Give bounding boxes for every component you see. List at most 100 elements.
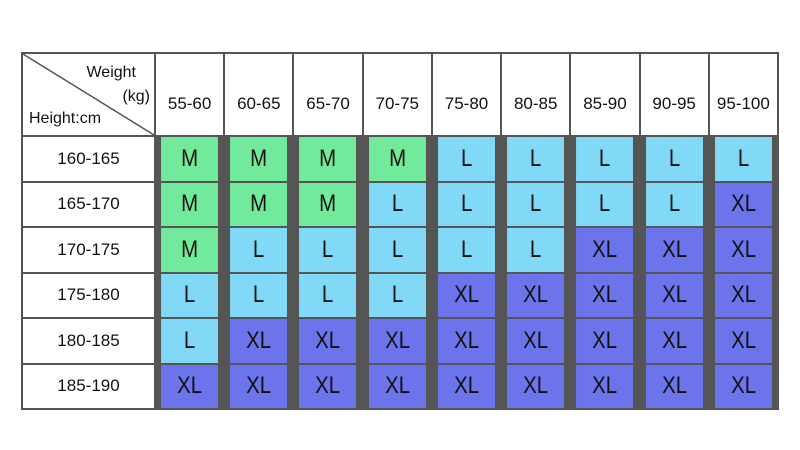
column-header-text: 55-60 [167, 93, 212, 113]
size-cell: L [645, 182, 703, 226]
size-cell-text: L [530, 235, 542, 263]
size-cell: M [368, 137, 426, 181]
size-cell: XL [437, 319, 496, 363]
size-cell-text: M [181, 235, 199, 263]
size-cell: XL [437, 273, 496, 317]
column-header: 55-60 [156, 54, 224, 135]
size-cell: M [230, 182, 288, 226]
size-cell-text: XL [730, 281, 756, 309]
size-cell: M [230, 137, 288, 181]
size-cell-text: XL [246, 326, 272, 354]
size-cell: XL [576, 364, 634, 408]
size-cell: L [714, 137, 772, 181]
size-cell: L [230, 273, 288, 317]
size-cell: XL [299, 319, 357, 363]
size-cell: L [230, 228, 288, 272]
size-cell: XL [576, 273, 634, 317]
size-cell: XL [576, 319, 634, 363]
size-cell: L [437, 182, 496, 226]
size-cell-text: L [530, 190, 542, 218]
corner-cell: Weight (kg) Height:cm [23, 54, 154, 135]
column-header: 80-85 [502, 54, 570, 135]
column-header-text: 85-90 [583, 93, 627, 113]
column-header: 70-75 [363, 54, 431, 135]
size-cell: XL [161, 364, 219, 408]
size-cell-text: XL [592, 281, 618, 309]
size-cell: L [437, 137, 496, 181]
size-cell-text: L [322, 281, 334, 309]
row-label: 180-185 [23, 319, 154, 363]
size-cell: M [161, 228, 219, 272]
row-label: 185-190 [23, 364, 154, 408]
size-cell-text: XL [661, 372, 687, 400]
row-label-text: 180-185 [57, 330, 120, 350]
size-cell-text: XL [730, 235, 756, 263]
column-header: 60-65 [225, 54, 293, 135]
size-cell-text: M [319, 190, 337, 218]
size-cell-text: M [181, 144, 199, 172]
size-cell-text: M [250, 190, 268, 218]
column-header-text: 80-85 [513, 93, 558, 113]
size-cell: XL [507, 319, 565, 363]
size-cell: L [576, 137, 634, 181]
size-cell-text: L [322, 235, 334, 263]
size-cell-text: M [388, 144, 406, 172]
column-header: 65-70 [294, 54, 362, 135]
size-cell: XL [714, 273, 772, 317]
column-header-text: 65-70 [306, 93, 350, 113]
size-cell: XL [507, 273, 565, 317]
column-header: 75-80 [432, 54, 501, 135]
size-cell-text: XL [661, 281, 687, 309]
size-cell-text: XL [730, 372, 756, 400]
size-cell: XL [230, 319, 288, 363]
row-label-text: 185-190 [57, 376, 120, 396]
size-cell-text: XL [661, 326, 687, 354]
size-cell-text: M [319, 144, 337, 172]
size-cell: XL [437, 364, 496, 408]
size-cell-text: XL [523, 326, 549, 354]
size-cell-text: XL [523, 372, 549, 400]
size-cell: L [645, 137, 703, 181]
size-cell: L [161, 273, 219, 317]
size-cell-text: XL [730, 326, 756, 354]
size-cell: XL [507, 364, 565, 408]
size-cell: XL [714, 364, 772, 408]
size-cell: XL [645, 319, 703, 363]
row-label: 170-175 [23, 228, 154, 272]
size-cell: L [507, 228, 565, 272]
diagonal [23, 54, 154, 135]
row-label-text: 160-165 [57, 148, 120, 168]
size-cell-text: L [253, 281, 265, 309]
size-cell: L [437, 228, 496, 272]
size-cell-text: XL [384, 326, 410, 354]
size-cell-text: M [250, 144, 268, 172]
size-cell: L [507, 137, 565, 181]
column-header: 95-100 [709, 54, 777, 135]
size-cell-text: L [668, 190, 680, 218]
size-cell-text: L [391, 235, 403, 263]
size-cell-text: L [183, 326, 196, 354]
size-cell-text: L [599, 144, 611, 172]
size-cell: XL [299, 364, 357, 408]
column-header: 85-90 [571, 54, 639, 135]
size-cell: XL [645, 364, 703, 408]
column-header: 90-95 [640, 54, 708, 135]
size-cell: M [161, 182, 219, 226]
size-cell: XL [576, 228, 634, 272]
weight-label: Weight [86, 64, 136, 81]
row-label-text: 170-175 [57, 239, 120, 259]
size-cell: XL [645, 273, 703, 317]
size-cell-text: XL [661, 235, 687, 263]
size-cell: L [368, 182, 426, 226]
column-header-text: 90-95 [652, 93, 696, 113]
size-cell: M [299, 137, 357, 181]
size-cell: L [507, 182, 565, 226]
size-table: Weight (kg) Height:cm 55-60 60-65 65-70 70-… [21, 52, 779, 410]
size-cell-text: XL [454, 372, 479, 400]
row-label: 175-180 [23, 273, 154, 317]
size-cell: XL [230, 364, 288, 408]
size-cell-text: L [460, 190, 473, 218]
size-cell-text: XL [315, 372, 341, 400]
size-cell-text: XL [177, 372, 203, 400]
